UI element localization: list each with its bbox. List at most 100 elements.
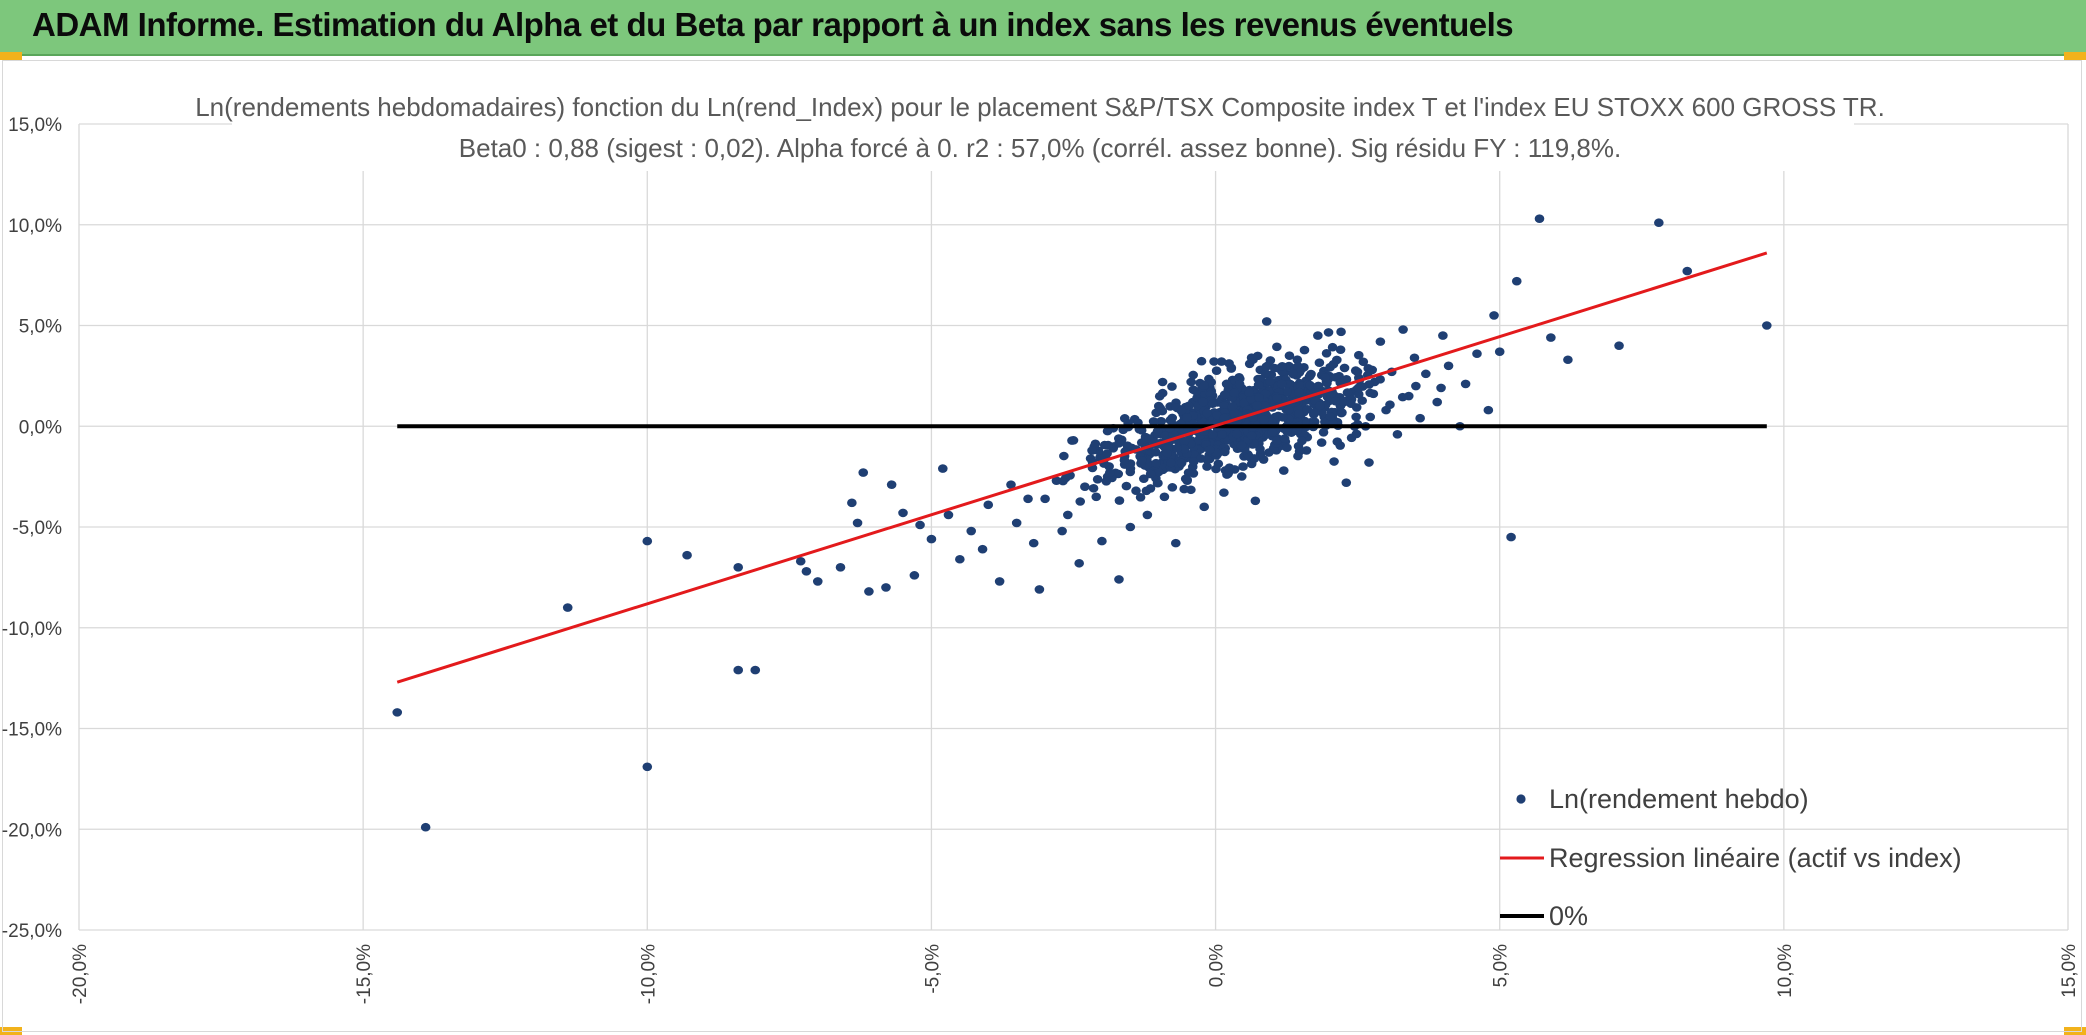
- data-point: [1080, 482, 1090, 492]
- legend-label-regression: Regression linéaire (actif vs index): [1549, 843, 1962, 873]
- data-point: [1184, 401, 1194, 411]
- data-point: [1207, 430, 1218, 439]
- y-tick-label: -15,0%: [2, 720, 62, 741]
- y-tick-label: -10,0%: [2, 619, 62, 640]
- data-point: [1293, 451, 1303, 461]
- series-lines: [396, 251, 1768, 684]
- chart-frame: [2, 60, 2082, 1032]
- data-point: [1236, 472, 1247, 481]
- data-point: [1176, 406, 1187, 416]
- data-point: [1219, 488, 1229, 497]
- data-point: [1220, 447, 1230, 457]
- data-point: [642, 536, 653, 546]
- data-point: [750, 665, 761, 675]
- data-point: [881, 583, 891, 592]
- data-point: [1204, 445, 1215, 455]
- data-point: [1259, 400, 1270, 410]
- data-point: [1368, 389, 1379, 399]
- data-point: [1222, 380, 1233, 390]
- data-point: [1614, 341, 1624, 350]
- corner-marker: [0, 52, 22, 60]
- x-tick-label: -5,0%: [922, 944, 943, 994]
- data-point: [1294, 409, 1304, 418]
- data-point: [1179, 436, 1190, 446]
- data-point: [926, 534, 937, 544]
- data-point: [1216, 357, 1227, 366]
- data-point: [1352, 367, 1363, 377]
- data-point: [1229, 388, 1240, 398]
- data-point: [1159, 492, 1170, 502]
- data-point: [1294, 387, 1304, 397]
- data-point: [1316, 438, 1327, 447]
- data-point: [1375, 337, 1386, 346]
- data-point: [1101, 477, 1112, 486]
- data-point: [1335, 345, 1346, 354]
- data-point: [1277, 361, 1288, 371]
- data-point: [1219, 413, 1230, 423]
- data-point: [1092, 474, 1103, 484]
- data-point: [943, 510, 954, 520]
- data-point: [1460, 379, 1471, 389]
- data-point: [1365, 412, 1376, 422]
- data-point: [1494, 347, 1505, 356]
- page-title: ADAM Informe. Estimation du Alpha et du …: [32, 6, 1514, 43]
- data-point: [1246, 431, 1257, 440]
- data-point: [1563, 355, 1573, 365]
- data-point: [1125, 467, 1136, 477]
- chart-subtitle: Beta0 : 0,88 (sigest : 0,02). Alpha forc…: [459, 133, 1621, 163]
- data-point: [1272, 393, 1283, 403]
- data-point: [1135, 493, 1146, 502]
- data-point: [1023, 494, 1033, 504]
- data-point: [1219, 390, 1230, 399]
- data-point: [1265, 356, 1276, 365]
- data-point: [1282, 443, 1292, 453]
- data-point: [1196, 356, 1207, 366]
- data-point: [1254, 393, 1264, 403]
- data-point: [1358, 357, 1369, 367]
- data-point: [1157, 406, 1168, 416]
- data-point: [1654, 218, 1664, 228]
- data-point: [1188, 370, 1199, 380]
- data-point: [1205, 390, 1216, 399]
- data-point: [1162, 449, 1172, 458]
- data-point: [1323, 328, 1334, 337]
- data-point: [733, 665, 744, 675]
- data-point: [1176, 458, 1187, 468]
- data-point: [1006, 480, 1016, 489]
- data-point: [1172, 443, 1183, 453]
- data-point: [1398, 325, 1408, 334]
- data-point: [1436, 383, 1446, 393]
- data-point: [1305, 370, 1316, 380]
- data-point: [955, 554, 965, 564]
- data-point: [1212, 410, 1223, 420]
- data-point: [1346, 399, 1356, 409]
- data-point: [1269, 363, 1280, 373]
- data-point: [392, 708, 403, 717]
- data-point: [1097, 536, 1107, 546]
- data-point: [1284, 351, 1295, 361]
- data-point: [1139, 474, 1149, 483]
- data-point: [1166, 458, 1176, 468]
- data-point: [642, 762, 653, 772]
- data-point: [1059, 451, 1069, 461]
- data-point: [1206, 377, 1217, 387]
- data-point: [1209, 357, 1219, 366]
- data-point: [909, 571, 920, 580]
- x-tick-label: 10,0%: [1775, 944, 1796, 998]
- data-point: [864, 587, 874, 596]
- data-point: [983, 500, 994, 510]
- data-point: [733, 563, 744, 572]
- data-point: [1180, 474, 1191, 484]
- data-point: [1261, 362, 1272, 371]
- data-point: [1321, 349, 1332, 358]
- data-point: [1152, 478, 1163, 488]
- data-point: [1157, 377, 1168, 387]
- data-point: [1313, 331, 1323, 340]
- data-point: [994, 577, 1005, 586]
- data-point: [1236, 441, 1247, 450]
- data-point: [1199, 381, 1209, 390]
- data-point: [1252, 351, 1263, 361]
- data-point: [1186, 377, 1196, 387]
- data-point: [1207, 399, 1218, 409]
- data-point: [1145, 469, 1156, 479]
